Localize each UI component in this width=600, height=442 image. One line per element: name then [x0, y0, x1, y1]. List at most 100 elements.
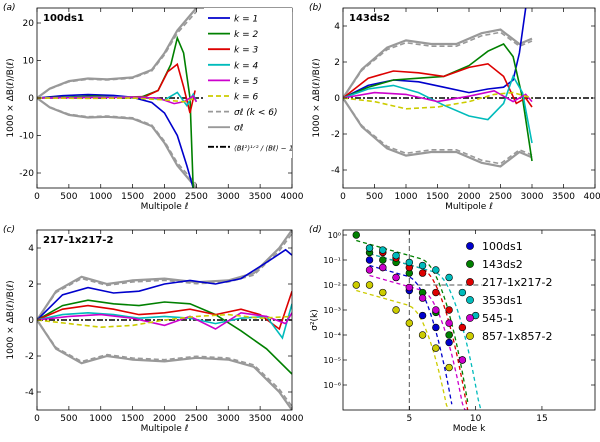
plot-area	[343, 8, 595, 168]
sigma-lower-line	[343, 97, 533, 168]
fit-curve-857-1x857-2	[356, 289, 452, 410]
data-point-100ds1	[432, 323, 440, 332]
data-point-545-1	[365, 266, 374, 274]
panel-c: 0 500 1000 1500 2000 2500 3000 3500 4000 4 2 0 -2 -4 (…	[3, 225, 304, 434]
data-point-857-1x857-2	[445, 363, 453, 372]
legend-label: σℓ (k < 6)	[234, 108, 278, 118]
x-axis-label: Mode k	[453, 424, 486, 434]
x-tick-label: 2500	[185, 192, 208, 202]
x-tick-label: 1000	[395, 192, 418, 202]
y-axis-label: 1000 × ΔB(ℓ)/B(ℓ)	[312, 58, 322, 137]
y-tick-label: 10⁻²	[323, 281, 341, 290]
data-point-217-1x217-2	[418, 269, 427, 277]
legend: k = 1 k = 2 k = 3 k = 4 k = 5 k = 6 σℓ (k < 6)…	[204, 8, 293, 158]
y-axis-label: 1000 × ΔB(ℓ)/B(ℓ)	[6, 280, 16, 359]
x-tick-label: 2000	[153, 192, 176, 202]
panel-b: 0 500 1000 1500 2000 2500 3000 3500 4000 4 2 0 -2 -4 (…	[309, 3, 600, 212]
legend-marker	[466, 260, 474, 268]
x-tick-label: 2500	[489, 192, 512, 202]
data-point-857-1x857-2	[352, 281, 360, 289]
data-point-353ds1	[458, 288, 467, 297]
sigma-lower-partial-line	[343, 97, 533, 165]
sigma-upper-line	[343, 28, 533, 99]
data-point-545-1	[405, 283, 414, 292]
y-tick-label: 10⁻⁶	[323, 381, 341, 390]
x-tick-label: 1500	[121, 414, 144, 424]
y-tick-label: 20	[23, 19, 35, 29]
plot-frame	[342, 229, 596, 411]
legend-label: k = 3	[234, 46, 258, 56]
legend-marker	[466, 278, 474, 286]
x-tick-label: 15	[536, 414, 547, 424]
x-axis-label: Multipole ℓ	[141, 202, 189, 212]
legend: 100ds1 143ds2 217-1x217-2 353ds1 545-1 857-1x…	[466, 240, 552, 343]
y-tick-label: 10⁰	[328, 231, 341, 240]
data-point-353ds1	[379, 246, 387, 254]
x-tick-label: 2000	[458, 192, 481, 202]
data-point-353ds1	[392, 251, 400, 260]
x-tick-label: 10	[470, 414, 482, 424]
x-tick-label: 3000	[217, 192, 240, 202]
data-point-545-1	[392, 273, 400, 282]
y-tick-label: 10	[23, 57, 35, 67]
series-line-k-5	[37, 311, 292, 330]
y-tick-label: 4	[28, 244, 34, 254]
x-tick-label: 1500	[121, 192, 144, 202]
y-tick-label: -4	[331, 166, 340, 176]
series-line-k-4	[37, 303, 292, 340]
y-tick-label: 10⁻³	[323, 306, 341, 315]
sigma-upper-partial-line	[343, 31, 533, 99]
series-line-k-3	[343, 62, 533, 108]
data-point-100ds1	[418, 311, 427, 320]
series-line-k-4	[343, 74, 533, 144]
y-tick-label: -20	[19, 169, 34, 179]
data-point-353ds1	[405, 258, 414, 267]
data-point-217-1x217-2	[445, 306, 453, 314]
data-point-857-1x857-2	[365, 281, 374, 289]
y-tick-label: 4	[334, 22, 340, 32]
x-tick-label: 500	[60, 192, 77, 202]
x-tick-label: 500	[60, 414, 77, 424]
data-point-217-1x217-2	[432, 288, 440, 297]
sigma-lower-line	[37, 319, 292, 410]
x-tick-label: 4000	[281, 414, 304, 424]
legend-label: ⟨Bℓ²⟩¹ᐟ² / ⟨Bℓ⟩ − 1	[234, 144, 293, 152]
legend-label: k = 2	[234, 30, 258, 40]
data-point-545-1	[432, 306, 440, 314]
y-axis-label: 1000 × ΔB(ℓ)/B(ℓ)	[6, 58, 16, 137]
x-tick-label: 1000	[89, 414, 112, 424]
series-line-k-3	[37, 290, 292, 331]
x-tick-label: 4000	[281, 192, 304, 202]
series-line-k-6	[37, 97, 194, 103]
panel-label: (c)	[3, 225, 15, 235]
fit-curve-545-1	[369, 274, 468, 410]
data-point-217-1x217-2	[458, 323, 467, 332]
data-point-857-1x857-2	[432, 344, 440, 352]
panel-label: (a)	[3, 3, 16, 13]
series-line-k-1	[37, 93, 194, 188]
x-tick-label: 0	[340, 192, 346, 202]
legend-label: k = 1	[234, 15, 258, 25]
legend-label: 545-1	[482, 312, 514, 325]
series-line-k-1	[37, 248, 292, 321]
series-line-k-2	[37, 299, 292, 375]
y-tick-label: 0	[334, 94, 340, 104]
y-tick-label: 2	[334, 58, 340, 68]
data-point-545-1	[379, 263, 387, 272]
x-tick-label: 3500	[249, 192, 272, 202]
panel-title: 143ds2	[349, 13, 390, 24]
x-tick-label: 1000	[89, 192, 112, 202]
x-tick-label: 1500	[426, 192, 449, 202]
x-tick-label: 4000	[584, 192, 600, 202]
sigma-upper-partial-line	[37, 233, 292, 321]
x-tick-label: 0	[34, 414, 40, 424]
y-tick-label: -10	[19, 132, 34, 142]
data-point-857-1x857-2	[379, 288, 387, 297]
data-point-143ds2	[379, 256, 387, 264]
legend-label: k = 6	[234, 93, 258, 103]
legend-label: 100ds1	[482, 240, 523, 253]
data-point-143ds2	[352, 231, 360, 239]
x-tick-label: 2000	[153, 414, 176, 424]
x-tick-label: 3000	[217, 414, 240, 424]
legend-label: k = 5	[234, 77, 258, 87]
